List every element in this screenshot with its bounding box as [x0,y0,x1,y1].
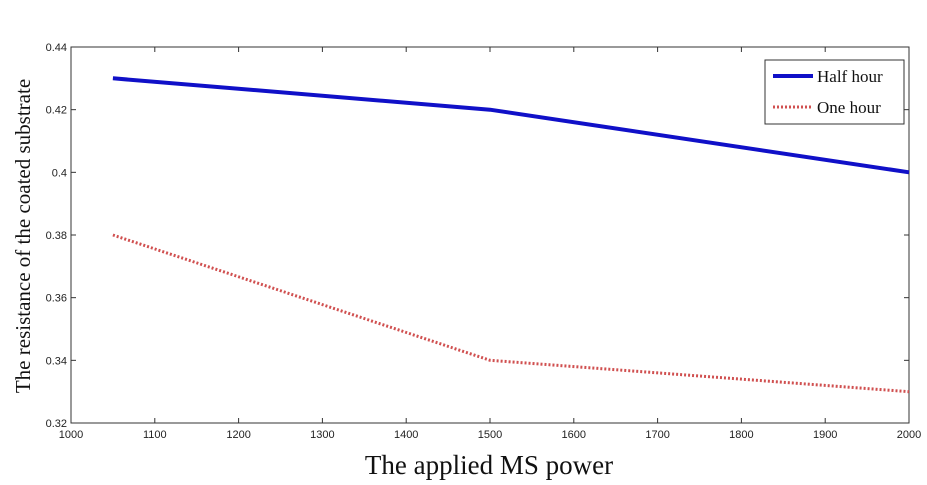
x-tick-label: 1100 [143,429,167,441]
y-tick-label: 0.32 [46,418,67,430]
series-line-one-hour [112,233,910,394]
y-axis-title: The resistance of the coated substrate [11,79,35,393]
y-tick-label: 0.36 [46,293,67,305]
axis-ticks: 1000 1100 1200 1300 1400 1500 1600 1700 1800 1900… [46,42,922,441]
y-tick-label: 0.42 [46,105,67,117]
legend-box [764,59,905,125]
x-tick-label: 1600 [562,429,586,441]
legend-label-half-hour: Half hour [817,67,883,86]
y-tick-label: 0.38 [46,230,67,242]
x-tick-label: 1000 [59,429,83,441]
x-tick-label: 1900 [813,429,837,441]
legend-label-one-hour: One hour [817,98,881,117]
x-tick-label: 1400 [394,429,418,441]
y-tick-label: 0.4 [52,167,67,179]
y-tick-label: 0.34 [46,355,67,367]
x-axis-title: The applied MS power [365,450,613,480]
x-tick-label: 1700 [645,429,669,441]
y-tick-label: 0.44 [46,42,67,54]
series-lines [112,76,910,394]
x-tick-label: 2000 [897,429,921,441]
x-tick-label: 1200 [226,429,250,441]
legend: Half hour One hour [764,59,905,125]
x-tick-label: 1500 [478,429,502,441]
series-line-half-hour [112,76,910,175]
x-tick-label: 1800 [729,429,753,441]
x-tick-label: 1300 [310,429,334,441]
